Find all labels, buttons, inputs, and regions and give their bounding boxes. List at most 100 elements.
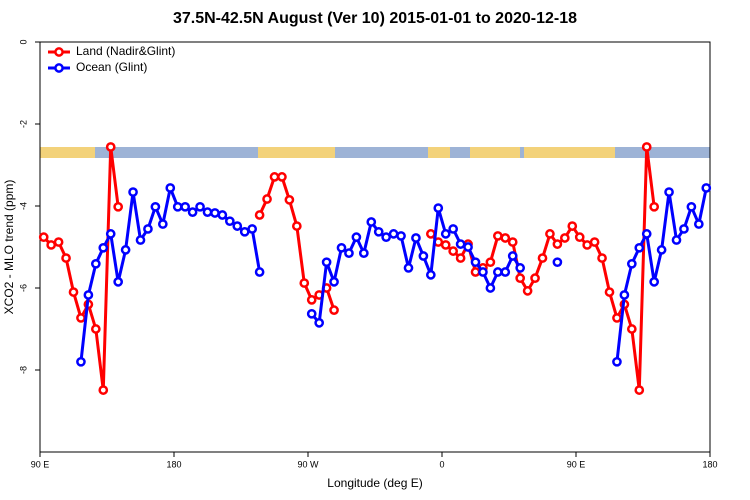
series-line — [42, 145, 656, 392]
data-point — [619, 290, 630, 300]
y-tick-label: -4 — [18, 202, 28, 210]
data-point — [634, 242, 645, 253]
data-point — [135, 235, 146, 245]
data-point — [515, 273, 526, 284]
data-point — [463, 242, 473, 252]
data-point — [507, 251, 518, 261]
data-point — [83, 290, 94, 300]
data-point — [247, 224, 258, 234]
data-point — [98, 385, 109, 395]
data-point — [254, 267, 265, 277]
data-point — [626, 324, 637, 334]
data-point — [46, 240, 57, 250]
data-point — [559, 233, 570, 243]
land-strip — [258, 147, 335, 158]
chart-title: 37.5N-42.5N August (Ver 10) 2015-01-01 t… — [173, 10, 577, 27]
data-point — [478, 267, 488, 277]
data-point — [418, 251, 429, 261]
legend-label: Ocean (Glint) — [76, 60, 147, 74]
data-point — [455, 239, 466, 249]
data-point — [425, 270, 436, 280]
data-point — [582, 240, 593, 250]
data-point — [232, 221, 243, 231]
data-point — [649, 201, 660, 212]
data-point — [634, 385, 645, 395]
data-point — [329, 305, 339, 315]
x-tick-label: 0 — [439, 459, 444, 469]
data-point — [470, 267, 481, 277]
ocean-strip — [40, 147, 710, 158]
legend-marker — [54, 47, 64, 57]
data-point — [105, 142, 116, 152]
data-point — [455, 253, 466, 263]
y-tick-label: 0 — [18, 39, 28, 44]
data-point — [306, 308, 317, 319]
data-point — [351, 232, 362, 243]
data-point — [440, 240, 451, 250]
data-point — [671, 235, 682, 245]
y-tick-label: -6 — [18, 284, 28, 292]
data-point — [180, 201, 191, 212]
data-point — [612, 356, 622, 367]
data-point — [90, 324, 101, 334]
data-point — [485, 283, 496, 293]
map-strip — [40, 147, 710, 158]
data-point — [552, 257, 563, 268]
data-point — [433, 203, 444, 213]
x-tick-label: 180 — [166, 459, 181, 469]
land-strip — [470, 147, 520, 158]
data-point — [492, 267, 503, 277]
data-point — [165, 183, 176, 193]
data-point — [143, 224, 153, 234]
data-point — [530, 273, 540, 284]
data-point — [612, 313, 622, 323]
data-point — [492, 231, 503, 241]
legend-label: Land (Nadir&Glint) — [76, 44, 175, 58]
data-point — [262, 194, 272, 204]
y-axis-label: XCO2 - MLO trend (ppm) — [2, 180, 16, 315]
data-point — [574, 232, 585, 243]
data-point — [128, 187, 138, 197]
data-point — [500, 267, 511, 277]
data-point — [396, 231, 406, 241]
y-tick-label: -8 — [18, 366, 28, 374]
data-point — [314, 318, 325, 328]
data-point — [217, 210, 228, 220]
data-point — [277, 172, 287, 182]
data-point — [522, 286, 533, 296]
data-point — [679, 224, 689, 234]
data-point — [537, 253, 548, 263]
data-point — [120, 245, 131, 255]
data-point — [656, 245, 667, 255]
data-point — [150, 201, 161, 212]
data-point — [604, 287, 615, 297]
data-point — [366, 217, 377, 227]
data-point — [306, 295, 317, 305]
data-point — [344, 248, 354, 258]
plot-frame — [39, 41, 711, 453]
land-strip — [40, 147, 95, 158]
data-point — [336, 242, 347, 253]
data-point — [76, 356, 86, 367]
data-point — [113, 277, 124, 287]
data-point — [507, 237, 518, 247]
data-point — [53, 237, 64, 247]
data-point — [284, 195, 295, 205]
data-point — [61, 253, 71, 263]
data-point — [515, 263, 526, 273]
data-point — [448, 246, 459, 256]
data-point — [411, 233, 421, 243]
data-point — [224, 216, 235, 227]
data-point — [329, 277, 339, 287]
data-point — [693, 219, 704, 229]
data-point — [597, 253, 607, 263]
data-point — [195, 201, 205, 212]
y-tick-label: -2 — [18, 120, 28, 128]
data-point — [210, 208, 220, 218]
data-point — [664, 187, 674, 197]
data-point — [545, 229, 555, 239]
x-axis-label: Longitude (deg E) — [327, 476, 422, 490]
data-point — [701, 183, 712, 193]
data-point — [485, 257, 496, 268]
